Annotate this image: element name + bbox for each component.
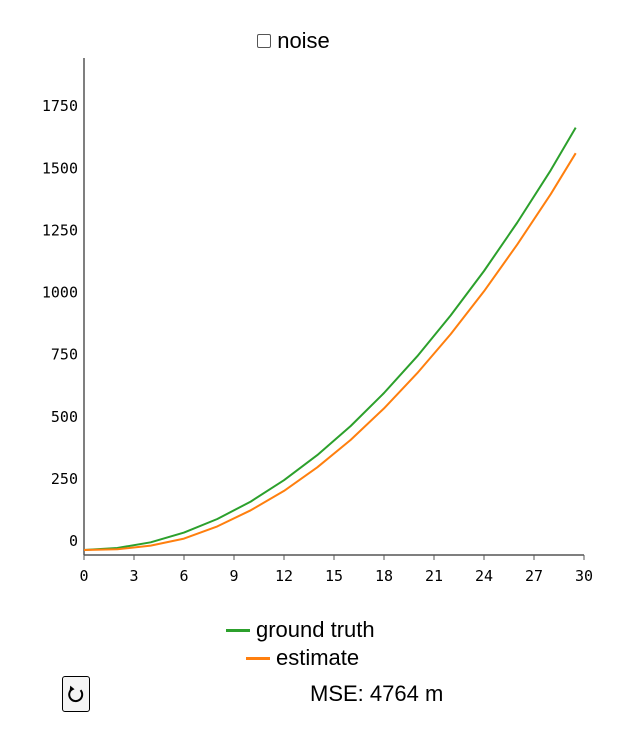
y-tick-label: 250 bbox=[51, 470, 78, 488]
x-tick-label: 15 bbox=[325, 567, 343, 585]
line-chart: 0 3 6 9 12 15 18 21 24 27 30 0 250 500 750 1000 1250 1500… bbox=[42, 58, 593, 585]
y-tick-label: 500 bbox=[51, 408, 78, 426]
series-line-ground-truth bbox=[83, 127, 577, 551]
noise-checkbox[interactable] bbox=[257, 34, 272, 48]
y-tick-label: 0 bbox=[69, 532, 78, 550]
legend-item-ground-truth: ground truth bbox=[226, 616, 375, 644]
reset-button[interactable] bbox=[62, 676, 90, 712]
x-tick-label: 30 bbox=[575, 567, 593, 585]
legend-item-estimate: estimate bbox=[246, 644, 359, 672]
y-tick-label: 750 bbox=[51, 346, 78, 364]
legend-label-ground-truth: ground truth bbox=[256, 617, 375, 642]
x-tick-label: 0 bbox=[79, 567, 88, 585]
y-tick-label: 1500 bbox=[42, 159, 78, 177]
noise-label: noise bbox=[277, 28, 330, 53]
mse-readout: MSE: 4764 m bbox=[310, 681, 444, 706]
x-tick-label: 3 bbox=[129, 567, 138, 585]
x-tick-label: 12 bbox=[275, 567, 293, 585]
series-line-estimate bbox=[83, 152, 577, 551]
x-tick-label: 18 bbox=[375, 567, 393, 585]
y-tick-label: 1250 bbox=[42, 221, 78, 239]
y-tick-label: 1750 bbox=[42, 97, 78, 115]
x-tick-label: 6 bbox=[179, 567, 188, 585]
legend-swatch-estimate bbox=[246, 656, 270, 660]
legend-swatch-ground-truth bbox=[226, 628, 250, 632]
x-tick-label: 24 bbox=[475, 567, 493, 585]
x-tick-label: 9 bbox=[229, 567, 238, 585]
reload-icon bbox=[68, 685, 84, 703]
noise-toggle[interactable]: noise bbox=[0, 28, 637, 54]
legend-label-estimate: estimate bbox=[276, 645, 360, 670]
x-tick-label: 27 bbox=[525, 567, 543, 585]
y-tick-label: 1000 bbox=[42, 284, 78, 302]
x-tick-label: 21 bbox=[425, 567, 443, 585]
